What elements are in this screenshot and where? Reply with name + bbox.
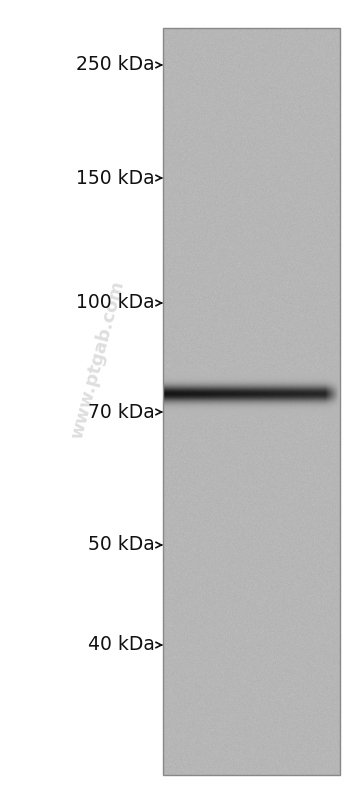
Bar bbox=[163, 28, 340, 775]
Text: 100 kDa: 100 kDa bbox=[76, 293, 155, 312]
Bar bbox=[163, 28, 340, 775]
Text: www.ptgab.com: www.ptgab.com bbox=[68, 278, 128, 441]
Text: 50 kDa: 50 kDa bbox=[88, 535, 155, 555]
Text: 250 kDa: 250 kDa bbox=[76, 55, 155, 74]
Text: 70 kDa: 70 kDa bbox=[88, 403, 155, 422]
Text: 40 kDa: 40 kDa bbox=[88, 635, 155, 654]
Text: 150 kDa: 150 kDa bbox=[76, 169, 155, 188]
